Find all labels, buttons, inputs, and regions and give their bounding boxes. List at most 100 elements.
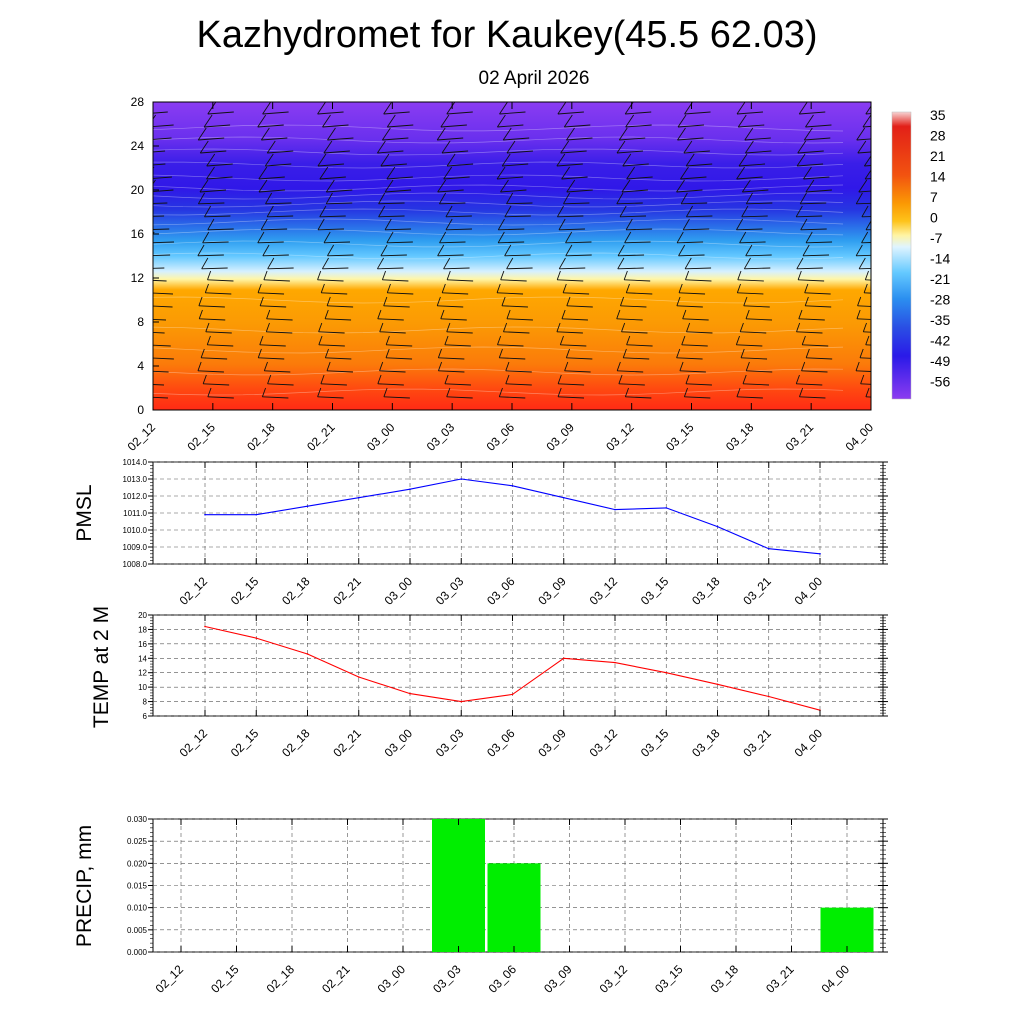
profile-xtick-label: 03_15 [663,420,697,454]
xtick-label: 03_18 [689,574,723,608]
xtick-label: 03_00 [382,726,416,760]
xtick-label: 03_03 [430,962,464,996]
colorbar-label: 28 [930,128,946,144]
colorbar-label: -56 [930,374,950,390]
xtick-label: 03_21 [763,962,797,996]
xtick-label: 02_12 [177,574,211,608]
profile-ytick-label: 28 [131,95,145,109]
colorbar-label: 35 [930,107,946,123]
profile-xtick-label: 03_18 [723,420,757,454]
colorbar-label: -35 [930,312,950,328]
xtick-label: 02_21 [319,962,353,996]
xtick-label: 03_06 [486,962,520,996]
wind-barbs [153,102,871,399]
profile-xtick-label: 02_18 [244,420,278,454]
ytick-label: 0.010 [127,904,148,913]
profile-ytick-label: 4 [137,359,144,373]
pmsl-point [409,488,411,491]
xtick-label: 03_00 [382,574,416,608]
profile-ytick-label: 24 [131,139,145,153]
xtick-label: 02_15 [228,574,262,608]
xtick-label: 03_09 [535,726,569,760]
xtick-label: 04_00 [792,726,826,760]
xtick-label: 02_15 [208,962,242,996]
xtick-label: 03_18 [708,962,742,996]
xtick-label: 03_15 [638,574,672,608]
profile-xtick-label: 02_12 [125,420,159,454]
xtick-label: 02_18 [264,962,298,996]
pmsl-point [511,485,514,487]
profile-xtick-label: 04_00 [843,420,877,454]
ytick-label: 16 [138,640,147,649]
temp-panel: 6 8 10 12 14 16 18 20 02_12 02_15 02_18 02_21 03_00 0… [90,606,888,760]
pmsl-point [306,505,309,508]
profile-panel: 0 4 8 12 16 20 24 28 02_12 02_15 02_18 02_21 03_00 0… [125,95,877,454]
profile-xtick-label: 03_03 [424,420,458,454]
precip-panel: 0.000 0.005 0.010 0.015 0.020 0.025 0.030 02_12… [73,815,888,996]
ytick-label: 14 [138,654,147,663]
ytick-label: 1008.0 [123,560,148,569]
xtick-label: 03_21 [740,726,774,760]
chart-title: Kazhydromet for Kaukey(45.5 62.03) [196,14,817,56]
colorbar-label: -14 [930,251,950,267]
colorbar-label: 0 [930,210,938,226]
profile-xtick-label: 03_00 [364,420,398,454]
xtick-label: 04_00 [819,962,853,996]
temp-point [562,657,565,660]
colorbar-label: 21 [930,148,946,164]
profile-xtick-label: 02_15 [184,420,218,454]
profile-ytick-label: 12 [131,271,145,285]
contour-lines [153,124,844,396]
ytick-label: 8 [143,698,148,707]
xtick-label: 03_09 [535,574,569,608]
profile-xtick-label: 03_06 [484,420,518,454]
xtick-label: 03_03 [433,574,467,608]
profile-xtick-label: 03_12 [603,420,637,454]
colorbar-label: 14 [930,169,946,185]
xtick-label: 04_00 [792,574,826,608]
temp-point [511,693,514,696]
ytick-label: 1010.0 [123,526,148,535]
colorbar-label: -28 [930,292,950,308]
pmsl-point [562,496,565,499]
temp-point [716,683,719,686]
ytick-label: 0.030 [127,815,148,824]
ytick-label: 18 [138,625,147,634]
xtick-label: 03_06 [484,726,518,760]
xtick-label: 03_03 [433,726,467,760]
precip-bar [432,819,485,952]
xtick-label: 03_12 [587,574,621,608]
temp-point [665,671,668,674]
pmsl-point [357,496,360,499]
xtick-label: 03_09 [541,962,575,996]
profile-xtick-label: 03_21 [783,420,817,454]
pmsl-point [819,553,821,555]
colorbar: 35 28 21 14 7 0 -7 -14 -21 -28 -35 -42 -49 -56 [891,107,950,400]
temp-point [614,661,616,664]
colorbar-label: -42 [930,333,950,349]
ytick-label: 1014.0 [123,458,148,467]
colorbar-label: 7 [930,189,938,205]
xtick-label: 03_21 [740,574,774,608]
xtick-label: 02_18 [279,726,313,760]
xtick-label: 03_15 [652,962,686,996]
xtick-label: 03_18 [689,726,723,760]
temp-point [409,692,411,695]
xtick-label: 02_15 [228,726,262,760]
temp-point [204,625,206,628]
xtick-label: 03_06 [484,574,518,608]
pmsl-point [716,525,719,528]
profile-ytick-label: 16 [131,227,145,241]
xtick-label: 02_18 [279,574,313,608]
ytick-label: 1011.0 [123,509,147,518]
temp-point [767,695,770,698]
chart-subtitle: 02 April 2026 [479,68,590,89]
precip-ylabel: PRECIP, mm [73,825,96,947]
xtick-label: 03_00 [375,962,409,996]
profile-ytick-label: 8 [137,315,144,329]
temp-point [255,637,258,639]
ytick-label: 1013.0 [123,475,148,484]
ytick-label: 12 [138,669,147,678]
ytick-label: 0.000 [127,948,148,957]
